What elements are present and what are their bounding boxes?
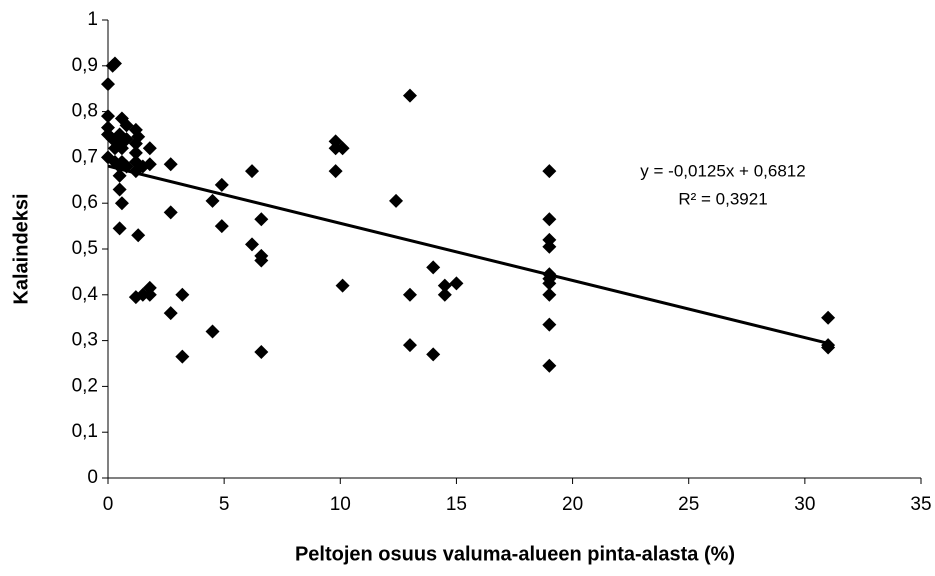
point [142,287,157,302]
y-tick-label: 0,2 [72,375,98,396]
point [402,338,417,353]
y-tick-label: 0 [87,467,98,488]
x-tick-label: 10 [330,494,351,515]
point [821,310,836,325]
y-tick-label: 0,8 [72,101,98,122]
y-tick-label: 0,6 [72,192,98,213]
point [389,193,404,208]
x-tick-label: 30 [794,494,815,515]
point [114,111,129,126]
point [163,205,178,220]
point [163,306,178,321]
trendline [107,164,829,345]
x-tick-label: 0 [103,494,114,515]
y-axis-label: Kalaindeksi [10,193,32,304]
point [245,164,260,179]
y-tick-label: 0,3 [72,330,98,351]
point [107,56,122,71]
point [542,276,557,291]
point [426,347,441,362]
y-tick-label: 0,9 [72,55,98,76]
point [131,228,146,243]
point [542,287,557,302]
y-tick-label: 0,7 [72,146,98,167]
point [542,164,557,179]
y-tick-label: 0,4 [72,284,99,305]
point [114,154,129,169]
point [542,358,557,373]
point [214,219,229,234]
point [131,129,146,144]
point [114,141,129,156]
point [335,278,350,293]
point [214,177,229,192]
point [821,340,836,355]
y-tick-label: 0,1 [72,421,98,442]
y-tick-label: 0,5 [72,238,98,259]
point [175,349,190,364]
point [402,88,417,103]
point [542,317,557,332]
point [254,253,269,268]
point [112,182,127,197]
point [426,260,441,275]
point [205,193,220,208]
point [437,287,452,302]
x-axis-label: Peltojen osuus valuma-alueen pinta-alast… [295,543,735,565]
point [112,221,127,236]
y-tick-label: 1 [87,9,98,30]
point [114,196,129,211]
point [101,77,115,92]
point [254,345,269,360]
point [112,168,127,183]
equation: y = -0,0125x + 0,6812 [640,161,805,180]
point [163,157,178,172]
point [205,324,220,339]
point [142,157,157,172]
point [128,145,143,160]
x-tick-label: 25 [678,494,699,515]
point [328,164,343,179]
point [254,212,269,227]
point [335,141,350,156]
point [101,109,115,124]
x-tick-label: 35 [910,494,931,515]
point [175,287,190,302]
x-tick-label: 20 [562,494,583,515]
x-tick-label: 15 [446,494,467,515]
r-squared: R² = 0,3921 [678,189,767,208]
point [542,212,557,227]
point [437,278,452,293]
x-tick-label: 5 [219,494,230,515]
point [449,276,464,291]
point [542,239,557,254]
point [402,287,417,302]
point [245,237,260,252]
point [142,141,157,156]
